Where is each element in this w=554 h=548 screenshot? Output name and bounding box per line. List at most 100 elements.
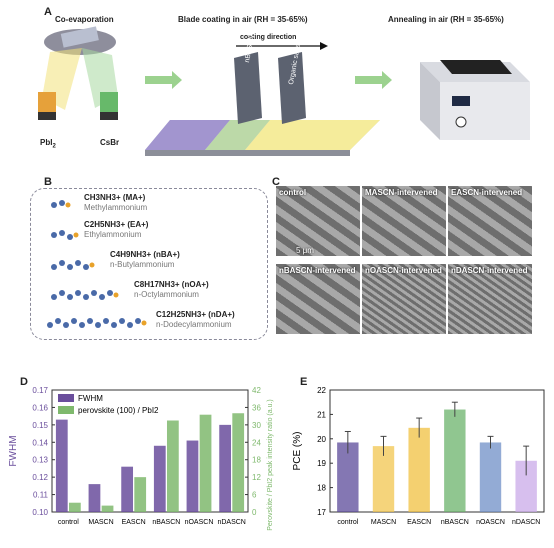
ytick-label-e-1: 18 — [317, 484, 326, 493]
scale-bar-label: 5 μm — [296, 246, 314, 255]
xtick-label-d-2: EASCN — [122, 519, 146, 526]
y2tick-label-d-3: 18 — [252, 456, 261, 465]
evaporator-illustration — [38, 26, 118, 120]
legend-swatch-fwhm — [58, 394, 74, 402]
ytick-label-d-7: 0.17 — [32, 386, 48, 395]
panel-d-letter: D — [20, 376, 28, 388]
panel-c-letter: C — [272, 176, 280, 188]
xtick-label-d-3: nBASCN — [152, 519, 180, 526]
xtick-label-e-1: MASCN — [371, 519, 396, 526]
process-schematic — [38, 26, 530, 156]
xtick-label-d-1: MASCN — [88, 519, 113, 526]
legend-swatch-ratio — [58, 406, 74, 414]
y2tick-label-d-1: 6 — [252, 491, 257, 500]
molecule-nda: C12H25NH3+ (nDA+) n-Dodecylammonium — [156, 310, 235, 329]
ylabel-e: PCE (%) — [292, 432, 303, 471]
xtick-label-e-4: nOASCN — [476, 519, 505, 526]
ytick-label-e-4: 21 — [317, 410, 326, 419]
bar-fwhm-0 — [55, 419, 68, 512]
bar-fwhm-3 — [153, 445, 166, 512]
bar-ratio-1 — [101, 505, 114, 512]
molecule-card — [30, 188, 268, 340]
chart-e: 17 18 19 20 21 22 control MASCN EASCN nBASCN nOASC… — [292, 386, 545, 526]
bar-ratio-5 — [232, 413, 245, 512]
sem-image-0: control — [276, 186, 360, 256]
plot-frame-d — [51, 389, 249, 513]
sem-image-4: nOASCN-intervened — [362, 264, 446, 334]
xtick-label-e-0: control — [337, 519, 358, 526]
ytick-label-d-4: 0.14 — [32, 438, 48, 447]
molecule-ma: CH3NH3+ (MA+) Methylammonium — [84, 193, 148, 212]
y2label-d: Perovskite / PbI2 peak intensity ratio (… — [267, 399, 274, 531]
panel-b-letter: B — [44, 176, 52, 188]
y2tick-label-d-6: 36 — [252, 403, 261, 412]
bar-fwhm-4 — [186, 440, 199, 512]
bar-fwhm-2 — [121, 466, 134, 512]
blade-coating-title: Blade coating in air (RH = 35-65%) — [178, 15, 308, 24]
bar-ratio-0 — [68, 502, 81, 512]
molecule-models — [47, 200, 147, 328]
legend-label-ratio: perovskite (100) / PbI2 — [78, 406, 159, 415]
substrate-illustration — [145, 42, 380, 156]
bar-pce-3 — [444, 409, 466, 512]
ytick-label-d-1: 0.11 — [33, 491, 49, 500]
panel-a-letter: A — [44, 6, 52, 18]
bar-pce-5 — [515, 460, 537, 512]
sem-label-2: EASCN-intervened — [451, 188, 523, 197]
xtick-label-d-4: nOASCN — [185, 519, 214, 526]
bar-fwhm-1 — [88, 484, 101, 512]
xtick-label-e-5: nDASCN — [512, 519, 540, 526]
arrow-2 — [355, 71, 392, 89]
ylabel-d: FWHM — [8, 435, 19, 466]
bar-pce-1 — [372, 446, 395, 512]
plot-frame-e — [329, 389, 545, 513]
bar-fwhm-5 — [219, 424, 232, 512]
molecule-noa: C8H17NH3+ (nOA+) n-Octylammonium — [134, 280, 209, 299]
hotplate-illustration — [420, 60, 530, 140]
ytick-label-d-3: 0.13 — [32, 456, 48, 465]
sem-image-3: nBASCN-intervened — [276, 264, 360, 334]
sem-label-5: nDASCN-intervened — [451, 266, 528, 275]
ytick-label-d-6: 0.16 — [32, 403, 48, 412]
bar-ratio-4 — [199, 414, 212, 512]
ytick-label-e-3: 20 — [317, 435, 326, 444]
source-csbr-label: CsBr — [100, 138, 120, 147]
ytick-label-e-0: 17 — [317, 508, 326, 517]
xtick-label-e-2: EASCN — [407, 519, 431, 526]
scale-bar — [290, 256, 334, 258]
annealing-title: Annealing in air (RH = 35-65%) — [388, 15, 504, 24]
ytick-label-d-2: 0.12 — [32, 473, 48, 482]
molecule-ea: C2H5NH3+ (EA+) Ethylammonium — [84, 220, 149, 239]
chart-d: 0.10 0.11 0.12 0.13 0.14 0.15 0.16 0.17 0 6 12 18 24… — [8, 386, 274, 531]
sem-image-1: MASCN-intervened — [362, 186, 446, 256]
legend-label-fwhm: FWHM — [78, 394, 103, 403]
bar-ratio-3 — [166, 420, 179, 512]
bar-pce-4 — [479, 442, 502, 512]
ytick-label-e-2: 19 — [317, 459, 326, 468]
sem-label-3: nBASCN-intervened — [279, 266, 356, 275]
xtick-label-d-0: control — [58, 519, 79, 526]
sem-label-4: nOASCN-intervened — [365, 266, 442, 275]
y2tick-label-d-5: 30 — [252, 421, 261, 430]
molecule-nba: C4H9NH3+ (nBA+) n-Butylammonium — [110, 250, 180, 269]
sem-image-2: EASCN-intervened — [448, 186, 532, 256]
y2tick-label-d-4: 24 — [252, 438, 261, 447]
ytick-label-d-5: 0.15 — [32, 421, 48, 430]
ytick-label-e-5: 22 — [317, 386, 326, 395]
bar-ratio-2 — [134, 477, 147, 512]
y2tick-label-d-7: 42 — [252, 386, 261, 395]
source-pbi2-label: PbI2 — [40, 138, 56, 150]
y2tick-label-d-0: 0 — [252, 508, 257, 517]
sem-label-0: control — [279, 188, 307, 197]
ytick-label-d-0: 0.10 — [32, 508, 48, 517]
coevaporation-title: Co-evaporation — [55, 15, 114, 24]
sem-image-5: nDASCN-intervened — [448, 264, 532, 334]
xtick-label-d-5: nDASCN — [217, 519, 245, 526]
coating-direction-label: coating direction — [240, 34, 297, 41]
y2tick-label-d-2: 12 — [252, 473, 261, 482]
bar-pce-2 — [408, 427, 430, 512]
xtick-label-e-3: nBASCN — [441, 519, 469, 526]
arrow-1 — [145, 71, 182, 89]
bar-pce-0 — [337, 442, 359, 512]
sem-label-1: MASCN-intervened — [365, 188, 438, 197]
